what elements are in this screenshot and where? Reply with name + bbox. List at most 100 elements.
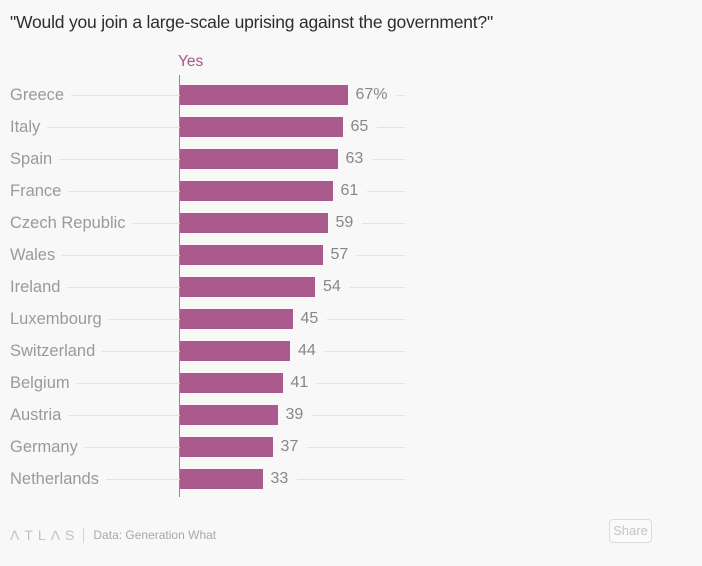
value-label: 59 [335,214,354,231]
category-label-cell: Germany [10,438,180,457]
bar-chart: Greece 67% Italy 65 Spain 63 France 61 Czech Rep… [10,79,405,495]
trailing-gridline [367,190,405,192]
chart-title: "Would you join a large-scale uprising a… [10,12,493,32]
leader-line [108,318,180,320]
chart-row: Luxembourg 45 [10,303,405,335]
chart-row: Belgium 41 [10,367,405,399]
value-label: 57 [330,246,349,263]
category-label-cell: Luxembourg [10,310,180,329]
series-label-yes: Yes [178,53,204,70]
bar [180,469,263,489]
category-label: Switzerland [10,341,96,360]
chart-row: Greece 67% [10,79,405,111]
bar [180,373,283,393]
chart-row: Ireland 54 [10,271,405,303]
value-label: 65 [350,118,369,135]
trailing-gridline [362,222,405,224]
bar [180,405,278,425]
chart-row: Czech Republic 59 [10,207,405,239]
category-label: Belgium [10,373,70,392]
category-label: Netherlands [10,469,99,488]
value-label: 54 [323,278,341,295]
leader-line [67,286,180,288]
y-axis-line [179,75,180,497]
bar [180,245,323,265]
leader-line [84,446,180,448]
leader-line [62,254,180,256]
bar [180,437,273,457]
leader-line [71,94,180,96]
value-label: 41 [290,374,309,391]
category-label: Spain [10,149,53,168]
leader-line [68,190,180,192]
chart-row: Austria 39 [10,399,405,431]
category-label-cell: Spain [10,150,180,169]
trailing-gridline [372,158,405,160]
bar [180,277,315,297]
bar [180,309,293,329]
trailing-gridline [396,94,405,96]
bar [180,117,343,137]
category-label: Austria [10,405,62,424]
category-label: Ireland [10,277,61,296]
bar [180,181,333,201]
value-label: 37 [280,438,299,455]
category-label: Germany [10,437,78,456]
value-label: 45 [300,310,319,327]
category-label: Italy [10,117,41,136]
trailing-gridline [327,318,405,320]
category-label: Luxembourg [10,309,102,328]
value-label: 39 [285,406,304,423]
value-label: 67% [355,86,388,103]
leader-line [68,414,180,416]
value-label: 63 [345,150,364,167]
chart-row: Spain 63 [10,143,405,175]
footer: ΛTLΛS Data: Generation What [10,524,216,546]
category-label-cell: Netherlands [10,470,180,489]
share-button[interactable]: Share [609,519,652,543]
chart-row: Switzerland 44 [10,335,405,367]
chart-row: Netherlands 33 [10,463,405,495]
category-label-cell: Ireland [10,278,180,297]
bar [180,149,338,169]
bar [180,341,290,361]
bar [180,213,328,233]
value-label: 44 [298,342,316,359]
leader-line [105,478,180,480]
bar [180,85,348,105]
leader-line [47,126,180,128]
chart-row: Wales 57 [10,239,405,271]
footer-divider [83,527,85,543]
category-label: France [10,181,62,200]
chart-row: Italy 65 [10,111,405,143]
leader-line [102,350,180,352]
leader-line [132,222,180,224]
trailing-gridline [357,254,405,256]
category-label: Czech Republic [10,213,126,232]
category-label-cell: Czech Republic [10,214,180,233]
category-label: Greece [10,85,65,104]
trailing-gridline [349,286,405,288]
trailing-gridline [317,382,405,384]
category-label-cell: Greece [10,86,180,105]
category-label-cell: Austria [10,406,180,425]
category-label-cell: Italy [10,118,180,137]
category-label-cell: France [10,182,180,201]
leader-line [76,382,180,384]
chart-row: France 61 [10,175,405,207]
category-label-cell: Wales [10,246,180,265]
data-source-label: Data: Generation What [93,528,217,542]
category-label-cell: Switzerland [10,342,180,361]
leader-line [59,158,180,160]
value-label: 61 [340,182,359,199]
trailing-gridline [312,414,405,416]
trailing-gridline [377,126,405,128]
category-label-cell: Belgium [10,374,180,393]
value-label: 33 [270,470,289,487]
chart-row: Germany 37 [10,431,405,463]
atlas-logo: ΛTLΛS [10,527,80,543]
category-label: Wales [10,245,56,264]
trailing-gridline [297,478,405,480]
trailing-gridline [307,446,405,448]
